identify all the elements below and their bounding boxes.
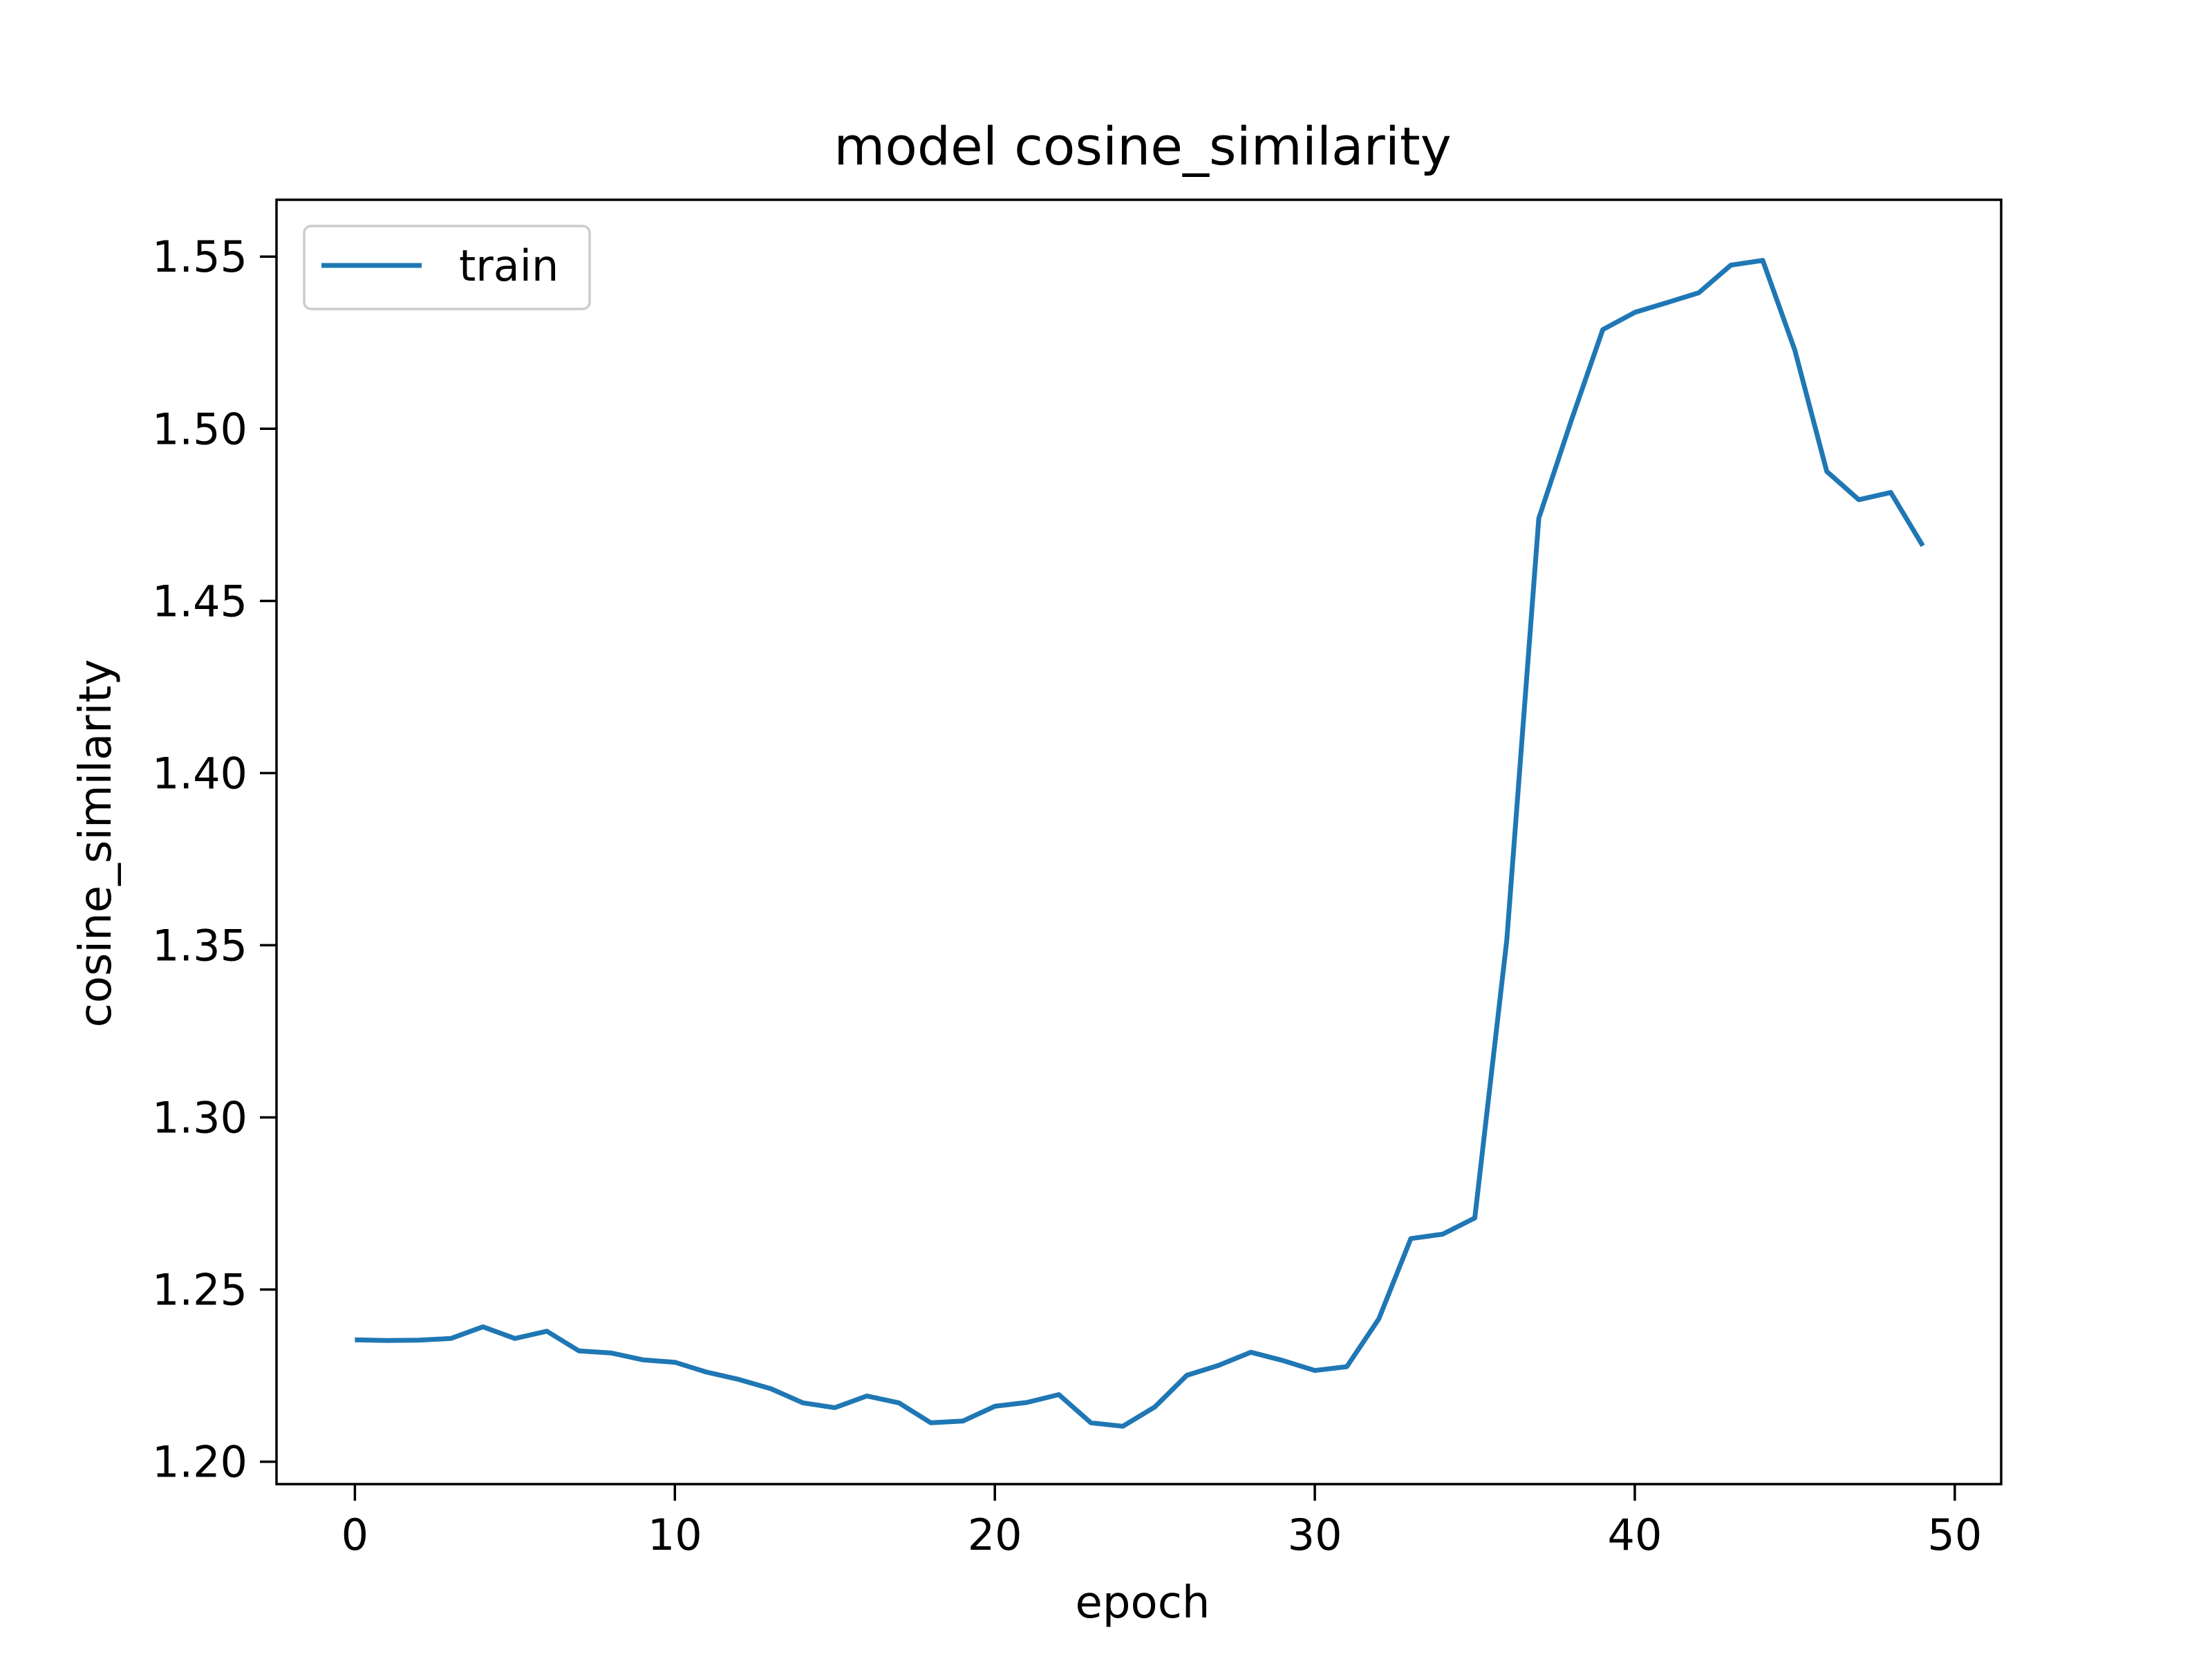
x-tick-label: 0 [341, 1510, 368, 1560]
x-axis-label: epoch [1076, 1577, 1210, 1629]
y-tick-label: 1.25 [152, 1265, 247, 1315]
series-line-train [355, 258, 1925, 1429]
plot-frame [275, 198, 2003, 1485]
y-axis: 1.20 1.25 1.30 1.35 1.40 1.45 1.50 1.55 [152, 232, 276, 1488]
x-tick-label: 40 [1608, 1510, 1662, 1560]
y-axis-label: cosine_similarity [71, 659, 122, 1028]
x-tick-label: 50 [1927, 1510, 1982, 1560]
x-tick-label: 20 [968, 1510, 1022, 1560]
y-tick-label: 1.45 [152, 576, 247, 626]
chart-title: model cosine_similarity [834, 115, 1451, 177]
legend-box [303, 225, 591, 310]
y-tick-label: 1.20 [152, 1437, 247, 1488]
y-tick-label: 1.35 [152, 920, 247, 971]
plot-area [275, 198, 2003, 1485]
y-tick-label: 1.50 [152, 404, 247, 454]
x-tick-label: 30 [1288, 1510, 1342, 1560]
x-tick-label: 10 [648, 1510, 702, 1560]
y-tick-label: 1.55 [152, 232, 247, 282]
legend: train [303, 225, 591, 310]
y-tick-label: 1.40 [152, 748, 247, 798]
plot-background [276, 200, 2001, 1484]
y-tick-label: 1.30 [152, 1092, 247, 1143]
legend-label: train [459, 241, 559, 291]
x-axis: 0 10 20 30 40 50 [341, 1484, 1982, 1560]
